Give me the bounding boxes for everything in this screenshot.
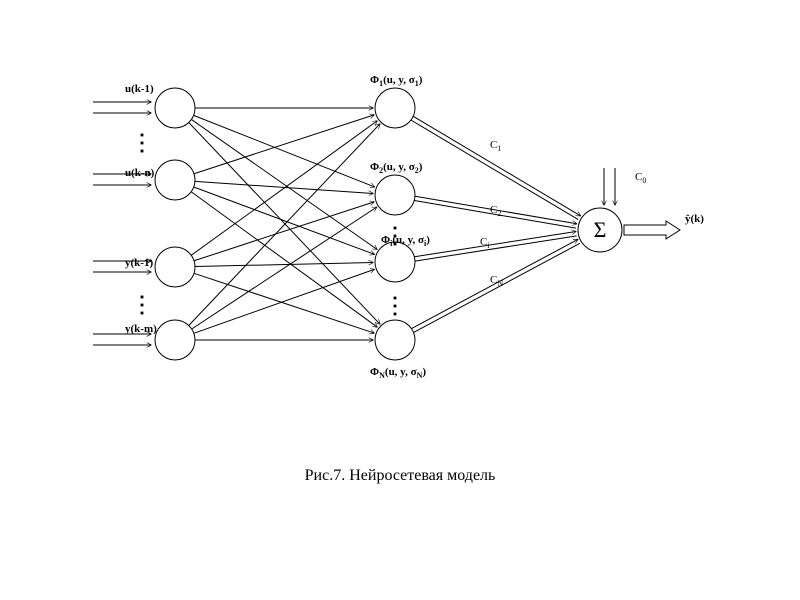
vdots [141,150,144,153]
output-arrow [624,221,680,239]
vdots [141,304,144,307]
output-label: ŷ(k) [685,213,704,225]
input-label: y(k-m) [125,323,157,335]
weight-label: CN [490,274,503,288]
edge-hidden-sum [415,236,577,261]
input-node [155,160,195,200]
input-node [155,247,195,287]
input-node [155,88,195,128]
vdots [394,313,397,316]
input-node [155,320,195,360]
input-label: y(k-1) [125,257,153,269]
edge-input-hidden [191,121,377,255]
edge-input-hidden [191,192,377,327]
edge-input-hidden [195,181,373,193]
vdots [141,296,144,299]
vdots [394,227,397,230]
vdots [394,305,397,308]
input-label: u(k-1) [125,83,154,95]
hidden-node [375,175,415,215]
edge-input-hidden [191,119,377,249]
vdots [394,235,397,238]
input-label: u(k-n) [125,167,155,179]
edge-input-hidden [194,115,374,174]
hidden-node [375,88,415,128]
vdots [141,142,144,145]
phi-label: Φ2(u, y, σ2) [370,161,423,175]
hidden-node [375,320,415,360]
edge-input-hidden [194,115,375,187]
figure-caption: Рис.7. Нейросетевая модель [305,467,496,484]
edge-input-hidden [194,202,374,261]
neural-network-diagram: Σu(k-1) u(k-n) y(k-1) y(k-m) Φ1(u, y, σ1) Φ2(… [0,0,800,600]
vdots [394,297,397,300]
edge-hidden-sum [413,116,580,215]
phi-label: Φi(u, y, σi) [381,234,430,248]
vdots [394,243,397,246]
edge-input-hidden [195,262,373,266]
edge-input-hidden [194,187,375,254]
weight-label: C0 [635,171,646,185]
edge-input-hidden [189,124,380,326]
weight-label: Ci [480,236,490,250]
phi-label: Φ1(u, y, σ1) [370,74,423,88]
weight-label: C1 [490,139,501,153]
phi-label: ΦN(u, y, σN) [370,366,426,380]
sigma-symbol: Σ [594,217,607,242]
hidden-node [375,242,415,282]
vdots [141,312,144,315]
weight-label: C2 [490,204,501,218]
vdots [141,134,144,137]
